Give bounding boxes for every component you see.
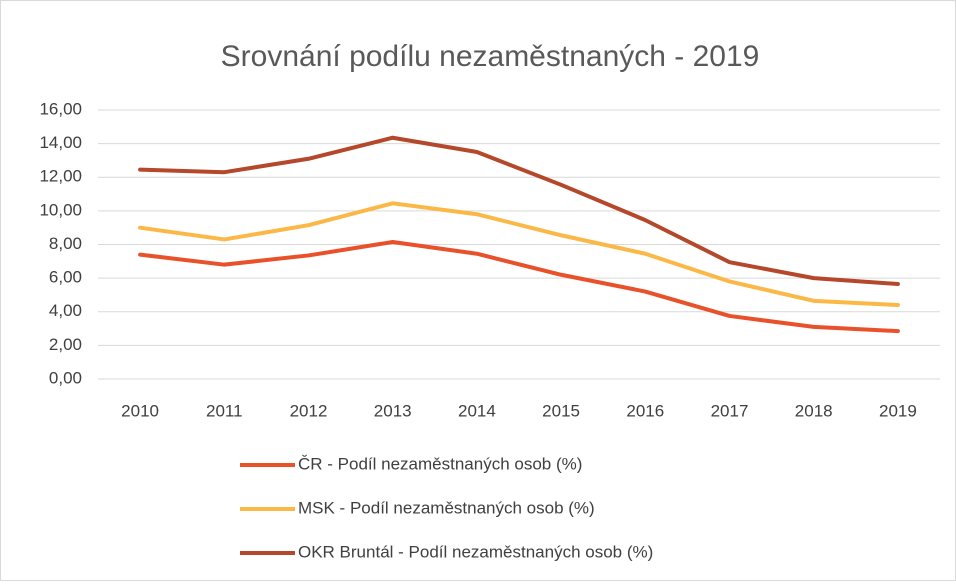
x-tick-label: 2015 xyxy=(542,401,580,420)
x-tick-label: 2010 xyxy=(121,401,159,420)
x-tick-label: 2012 xyxy=(290,401,328,420)
legend-label: ČR - Podíl nezaměstnaných osob (%) xyxy=(298,454,582,473)
x-tick-label: 2019 xyxy=(879,401,917,420)
y-tick-label: 10,00 xyxy=(39,200,82,219)
y-tick-label: 8,00 xyxy=(49,234,82,253)
y-tick-label: 2,00 xyxy=(49,335,82,354)
series-line xyxy=(138,201,900,308)
chart-title: Srovnání podílu nezaměstnaných - 2019 xyxy=(221,40,760,73)
y-tick-label: 14,00 xyxy=(39,133,82,152)
y-tick-label: 4,00 xyxy=(49,301,82,320)
x-tick-label: 2011 xyxy=(206,401,243,420)
y-tick-label: 12,00 xyxy=(39,167,82,186)
y-tick-label: 6,00 xyxy=(49,268,82,287)
x-tick-label: 2017 xyxy=(711,401,749,420)
x-tick-label: 2013 xyxy=(374,401,412,420)
series-line xyxy=(138,135,900,287)
series-line xyxy=(138,239,900,334)
legend-label: MSK - Podíl nezaměstnaných osob (%) xyxy=(298,498,595,517)
legend-label: OKR Bruntál - Podíl nezaměstnaných osob … xyxy=(298,542,653,561)
x-tick-label: 2016 xyxy=(626,401,664,420)
x-tick-label: 2018 xyxy=(795,401,833,420)
y-tick-label: 16,00 xyxy=(39,99,82,118)
x-tick-label: 2014 xyxy=(458,401,496,420)
y-tick-label: 0,00 xyxy=(49,368,82,387)
